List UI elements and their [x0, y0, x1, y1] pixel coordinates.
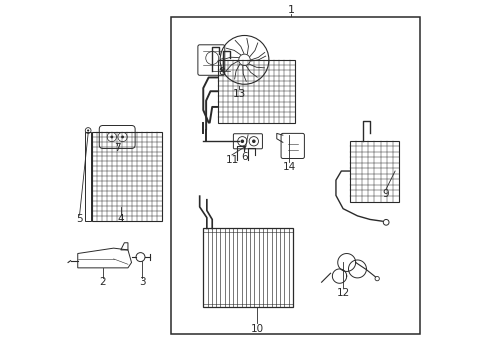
Text: 9: 9 — [382, 189, 388, 199]
Circle shape — [87, 130, 89, 132]
Text: 3: 3 — [139, 277, 145, 287]
Text: 7: 7 — [114, 143, 120, 153]
Bar — [171, 17, 419, 334]
Text: 11: 11 — [225, 155, 238, 165]
Text: 14: 14 — [282, 162, 295, 172]
Circle shape — [121, 135, 124, 138]
Text: 13: 13 — [232, 89, 245, 99]
Text: 2: 2 — [100, 277, 106, 287]
Text: 1: 1 — [287, 5, 294, 15]
Text: 4: 4 — [117, 215, 124, 224]
Text: 10: 10 — [250, 324, 263, 334]
Text: 6: 6 — [241, 152, 247, 162]
Text: 5: 5 — [76, 215, 82, 224]
Bar — [85, 132, 91, 221]
Circle shape — [240, 139, 244, 143]
Text: 8: 8 — [218, 67, 224, 77]
Text: 12: 12 — [336, 288, 349, 298]
Circle shape — [251, 139, 255, 143]
Circle shape — [110, 135, 113, 138]
